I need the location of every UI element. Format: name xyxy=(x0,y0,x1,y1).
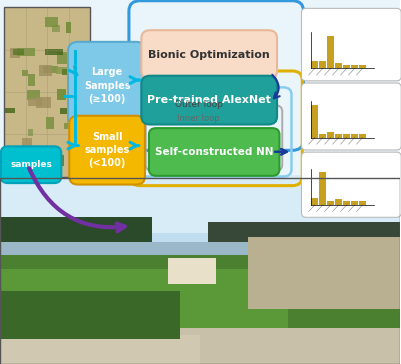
Bar xyxy=(311,105,318,138)
Bar xyxy=(343,134,350,138)
Bar xyxy=(343,65,350,68)
Bar xyxy=(36,166,50,174)
Bar xyxy=(57,52,68,64)
FancyBboxPatch shape xyxy=(141,30,277,79)
Bar xyxy=(359,65,366,68)
Bar xyxy=(0,175,400,233)
Bar xyxy=(36,98,51,108)
Text: samples: samples xyxy=(10,160,52,169)
Bar xyxy=(47,117,55,129)
Text: Self-constructed NN: Self-constructed NN xyxy=(155,147,273,157)
Bar xyxy=(60,108,77,114)
Bar xyxy=(343,201,350,205)
Bar xyxy=(208,222,400,244)
Bar xyxy=(43,66,58,73)
Bar xyxy=(62,69,73,75)
Text: Large
Samples
(≥100): Large Samples (≥100) xyxy=(84,67,130,104)
Bar xyxy=(319,172,326,205)
Bar xyxy=(168,258,216,284)
Bar xyxy=(52,25,61,32)
Bar xyxy=(66,22,71,33)
Bar xyxy=(327,132,334,138)
Bar xyxy=(67,110,79,115)
FancyBboxPatch shape xyxy=(302,83,401,150)
Bar xyxy=(327,201,334,205)
Bar xyxy=(4,7,90,177)
Bar xyxy=(248,237,400,309)
Bar xyxy=(359,201,366,205)
Bar xyxy=(0,255,248,298)
Bar xyxy=(335,134,342,138)
Bar xyxy=(335,199,342,205)
Bar xyxy=(63,123,75,129)
Bar xyxy=(0,217,152,244)
Text: Small
samples
(<100): Small samples (<100) xyxy=(85,132,130,168)
Bar xyxy=(0,255,400,335)
Bar xyxy=(57,89,67,100)
Bar xyxy=(22,138,32,150)
Bar xyxy=(0,328,400,364)
Bar xyxy=(319,61,326,68)
Bar xyxy=(76,161,89,173)
Bar xyxy=(0,269,288,335)
Bar xyxy=(351,65,358,68)
Text: Pre-trained AlexNet: Pre-trained AlexNet xyxy=(147,95,271,105)
Bar xyxy=(351,134,358,138)
Bar xyxy=(4,108,15,112)
FancyBboxPatch shape xyxy=(141,76,277,124)
Bar xyxy=(0,242,400,257)
Bar xyxy=(12,50,24,55)
FancyBboxPatch shape xyxy=(1,146,61,183)
Bar xyxy=(311,61,318,68)
Bar xyxy=(0,0,400,178)
Bar xyxy=(39,65,52,76)
Text: Outer loop: Outer loop xyxy=(175,100,223,109)
Bar xyxy=(335,63,342,68)
FancyBboxPatch shape xyxy=(68,42,146,129)
Bar xyxy=(18,48,34,56)
Bar xyxy=(359,134,366,138)
Bar xyxy=(56,67,70,74)
Bar xyxy=(28,98,43,106)
Bar xyxy=(0,178,400,364)
FancyBboxPatch shape xyxy=(149,128,279,176)
FancyBboxPatch shape xyxy=(302,152,401,217)
Bar xyxy=(45,17,58,27)
Bar xyxy=(10,48,20,58)
Bar xyxy=(36,166,41,176)
Text: Inner loop: Inner loop xyxy=(177,114,219,123)
Bar xyxy=(22,71,28,76)
Bar xyxy=(45,49,63,55)
Bar xyxy=(28,74,35,86)
FancyBboxPatch shape xyxy=(69,116,145,185)
Bar xyxy=(327,36,334,68)
Bar xyxy=(77,54,82,64)
FancyBboxPatch shape xyxy=(302,8,401,81)
Bar xyxy=(0,175,400,255)
Bar xyxy=(0,291,180,339)
Bar xyxy=(311,198,318,205)
Bar xyxy=(27,90,40,100)
Bar xyxy=(0,335,200,364)
Text: Bionic Optimization: Bionic Optimization xyxy=(148,50,270,60)
Bar xyxy=(28,129,33,136)
Bar xyxy=(351,201,358,205)
Bar xyxy=(319,134,326,138)
Bar xyxy=(55,155,64,166)
